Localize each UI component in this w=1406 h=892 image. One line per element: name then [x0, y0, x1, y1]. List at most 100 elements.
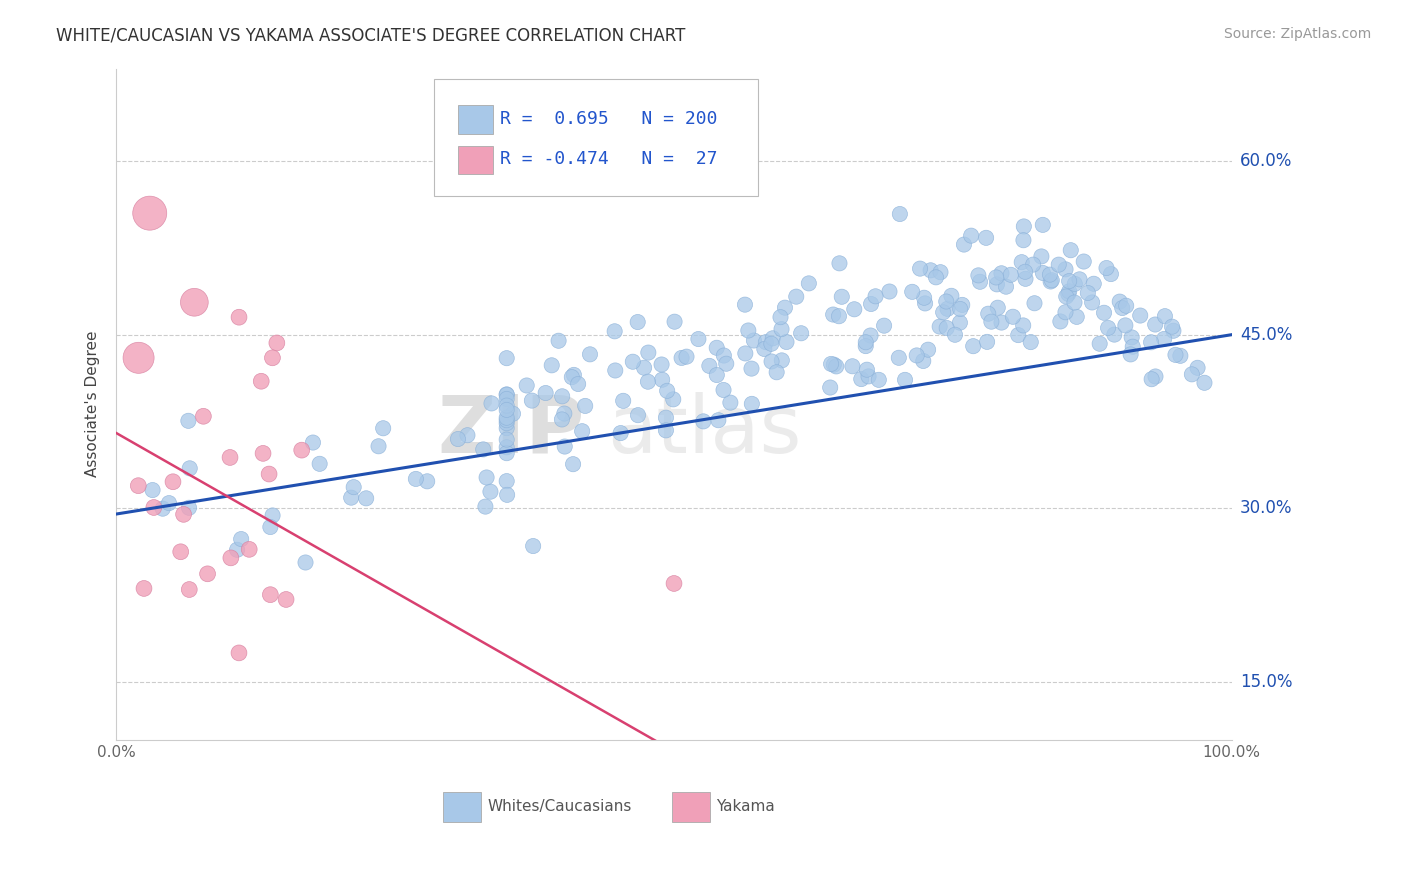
- Point: [262, 508, 284, 523]
- Point: [1024, 296, 1046, 310]
- Point: [859, 328, 882, 343]
- Text: R =  0.695   N = 200: R = 0.695 N = 200: [501, 110, 717, 128]
- Point: [905, 348, 928, 362]
- Point: [1011, 255, 1033, 269]
- Point: [1047, 258, 1070, 272]
- Point: [737, 324, 759, 338]
- Point: [761, 336, 783, 351]
- Point: [170, 545, 193, 559]
- Point: [1063, 277, 1085, 291]
- Point: [734, 298, 756, 312]
- Point: [479, 484, 502, 499]
- Point: [162, 475, 184, 489]
- Point: [152, 501, 174, 516]
- Point: [928, 319, 950, 334]
- Point: [664, 315, 686, 329]
- Point: [354, 491, 377, 506]
- Point: [868, 373, 890, 387]
- Point: [662, 576, 685, 591]
- Point: [259, 588, 281, 602]
- Point: [755, 335, 778, 350]
- FancyBboxPatch shape: [443, 792, 481, 822]
- Text: R = -0.474   N =  27: R = -0.474 N = 27: [501, 150, 717, 168]
- Point: [770, 322, 793, 336]
- Point: [603, 324, 626, 338]
- Point: [1115, 299, 1137, 313]
- Point: [1099, 267, 1122, 281]
- Point: [252, 446, 274, 460]
- Point: [765, 365, 787, 379]
- Point: [197, 566, 219, 581]
- Point: [889, 207, 911, 221]
- Point: [1119, 347, 1142, 361]
- Point: [761, 354, 783, 368]
- Point: [706, 368, 728, 382]
- Point: [1095, 260, 1118, 275]
- Point: [612, 393, 634, 408]
- Point: [228, 646, 250, 660]
- Point: [495, 403, 517, 417]
- Point: [823, 358, 845, 372]
- Point: [183, 295, 205, 310]
- Point: [1039, 268, 1062, 282]
- Point: [655, 410, 678, 425]
- Point: [1104, 327, 1126, 342]
- Point: [865, 289, 887, 303]
- Point: [935, 321, 957, 335]
- Point: [520, 393, 543, 408]
- Point: [495, 388, 517, 402]
- Point: [367, 439, 389, 453]
- Point: [495, 446, 517, 460]
- Point: [894, 373, 917, 387]
- Point: [257, 467, 280, 481]
- Point: [226, 542, 249, 557]
- Point: [912, 291, 935, 305]
- Point: [481, 396, 503, 410]
- Point: [219, 450, 242, 465]
- Point: [1054, 289, 1077, 303]
- Point: [936, 301, 959, 316]
- Point: [1069, 272, 1091, 286]
- Text: 15.0%: 15.0%: [1240, 673, 1292, 690]
- Point: [132, 582, 155, 596]
- Point: [1181, 368, 1204, 382]
- Point: [950, 298, 973, 312]
- Point: [828, 256, 851, 270]
- Point: [831, 290, 853, 304]
- Point: [790, 326, 813, 341]
- Point: [825, 359, 848, 374]
- Point: [949, 316, 972, 330]
- Point: [713, 349, 735, 363]
- Point: [987, 301, 1010, 315]
- Point: [567, 376, 589, 391]
- Point: [1194, 376, 1216, 390]
- Point: [990, 266, 1012, 280]
- Point: [633, 360, 655, 375]
- Point: [692, 414, 714, 428]
- Point: [1111, 301, 1133, 315]
- Point: [627, 408, 650, 422]
- Point: [986, 270, 1008, 285]
- Point: [609, 426, 631, 441]
- Point: [495, 410, 517, 425]
- Point: [302, 435, 325, 450]
- Point: [856, 362, 879, 376]
- Point: [929, 265, 952, 279]
- Point: [1014, 272, 1036, 286]
- Point: [1054, 262, 1077, 277]
- Text: 60.0%: 60.0%: [1240, 153, 1292, 170]
- Point: [925, 270, 948, 285]
- Point: [405, 472, 427, 486]
- Point: [851, 372, 873, 386]
- Point: [858, 369, 880, 384]
- Point: [340, 491, 363, 505]
- Point: [770, 353, 793, 368]
- Point: [1032, 218, 1054, 232]
- Point: [219, 550, 242, 565]
- Point: [553, 407, 575, 421]
- Point: [671, 351, 693, 365]
- Point: [637, 345, 659, 359]
- Point: [456, 428, 478, 442]
- Point: [579, 347, 602, 361]
- Point: [662, 392, 685, 407]
